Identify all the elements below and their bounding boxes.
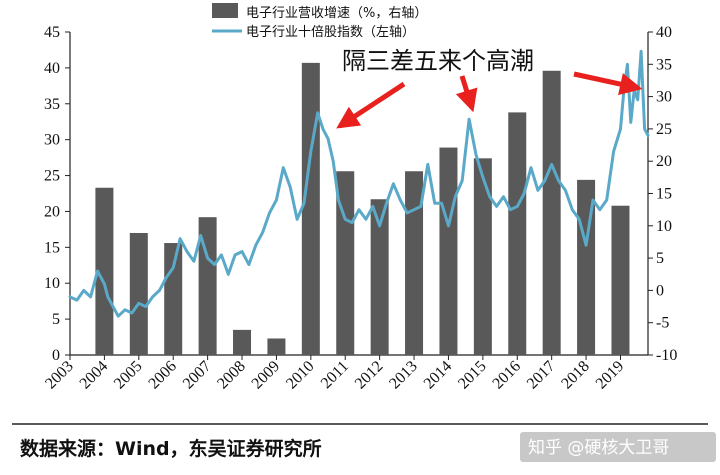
arrow-2019 [573, 71, 643, 96]
y-left-tick-label: 15 [44, 239, 60, 256]
bar-2005 [129, 232, 148, 355]
y-left-tick-label: 20 [44, 203, 60, 220]
x-tick-label: 2006 [145, 358, 180, 393]
x-tick-label: 2005 [111, 358, 146, 393]
x-tick-label: 2013 [386, 358, 421, 393]
bar-2019 [611, 205, 630, 355]
bar-2014 [439, 147, 458, 355]
y-right-tick-label: 0 [656, 282, 664, 299]
y-left-tick-label: 0 [52, 347, 60, 364]
x-tick-label: 2015 [455, 358, 490, 393]
bar-2015 [473, 158, 492, 355]
bar-2012 [370, 199, 389, 355]
source-note: 数据来源：Wind，东吴证券研究所 [20, 437, 322, 460]
y-left-tick-label: 35 [44, 96, 60, 113]
y-left-tick-label: 10 [44, 275, 60, 292]
bar-2016 [508, 112, 527, 355]
index-line [68, 49, 650, 318]
x-tick-label: 2003 [42, 358, 77, 393]
x-tick-label: 2011 [318, 358, 352, 392]
annotation-arrows [336, 71, 643, 129]
bar-2017 [542, 70, 561, 355]
y-right-tick-label: 20 [656, 153, 672, 170]
bar-2010 [301, 62, 320, 356]
bar-2013 [405, 171, 424, 355]
bar-2009 [267, 338, 286, 355]
legend-bar-label: 电子行业营收增速（%，右轴） [246, 6, 427, 21]
x-tick-label: 2016 [489, 358, 524, 393]
bar-2007 [198, 217, 217, 355]
y-right-tick-label: 10 [656, 218, 672, 235]
watermark: 知乎 @硬核大卫哥 [520, 432, 716, 462]
y-left-tick-label: 45 [44, 24, 60, 41]
y-left-tick-label: 25 [44, 168, 60, 185]
y-right-tick-label: -5 [656, 315, 669, 332]
x-tick-label: 2010 [283, 358, 318, 393]
y-left-tick-label: 5 [52, 311, 60, 328]
y-right-tick-label: 5 [656, 250, 664, 267]
x-tick-label: 2012 [352, 358, 387, 393]
x-tick-label: 2009 [249, 358, 284, 393]
y-right-tick-label: -10 [656, 347, 677, 364]
bar-2008 [233, 329, 252, 355]
x-tick-label: 2007 [180, 358, 215, 393]
annotation-text: 隔三差五来个高潮 [342, 47, 534, 75]
axes [65, 31, 653, 360]
y-left-tick-label: 30 [44, 132, 60, 149]
legend-bar-swatch [212, 3, 238, 18]
y-right-tick-label: 25 [656, 121, 672, 138]
x-tick-label: 2017 [524, 358, 559, 393]
x-tick-label: 2004 [77, 358, 112, 393]
y-right-tick-label: 40 [656, 24, 672, 41]
legend-line-label: 电子行业十倍股指数（左轴） [246, 25, 415, 40]
bars [95, 62, 630, 356]
x-tick-label: 2018 [558, 358, 593, 393]
bar-2011 [336, 171, 355, 355]
x-tick-label: 2014 [421, 358, 456, 393]
watermark-bg [520, 432, 716, 462]
y-right-tick-label: 30 [656, 89, 672, 106]
bar-2004 [95, 187, 114, 355]
line-series [68, 49, 650, 318]
y-right-tick-label: 35 [656, 56, 672, 73]
x-tick-label: 2019 [593, 358, 628, 393]
y-right-tick-label: 15 [656, 186, 672, 203]
arrow-2015 [455, 75, 478, 113]
watermark-text: 知乎 @硬核大卫哥 [528, 438, 669, 458]
legend: 电子行业营收增速（%，右轴） 电子行业十倍股指数（左轴） [212, 3, 427, 40]
bar-2006 [164, 243, 183, 355]
y-left-tick-label: 40 [44, 60, 60, 77]
x-tick-label: 2008 [214, 358, 249, 393]
arrow-2010 [336, 81, 406, 129]
